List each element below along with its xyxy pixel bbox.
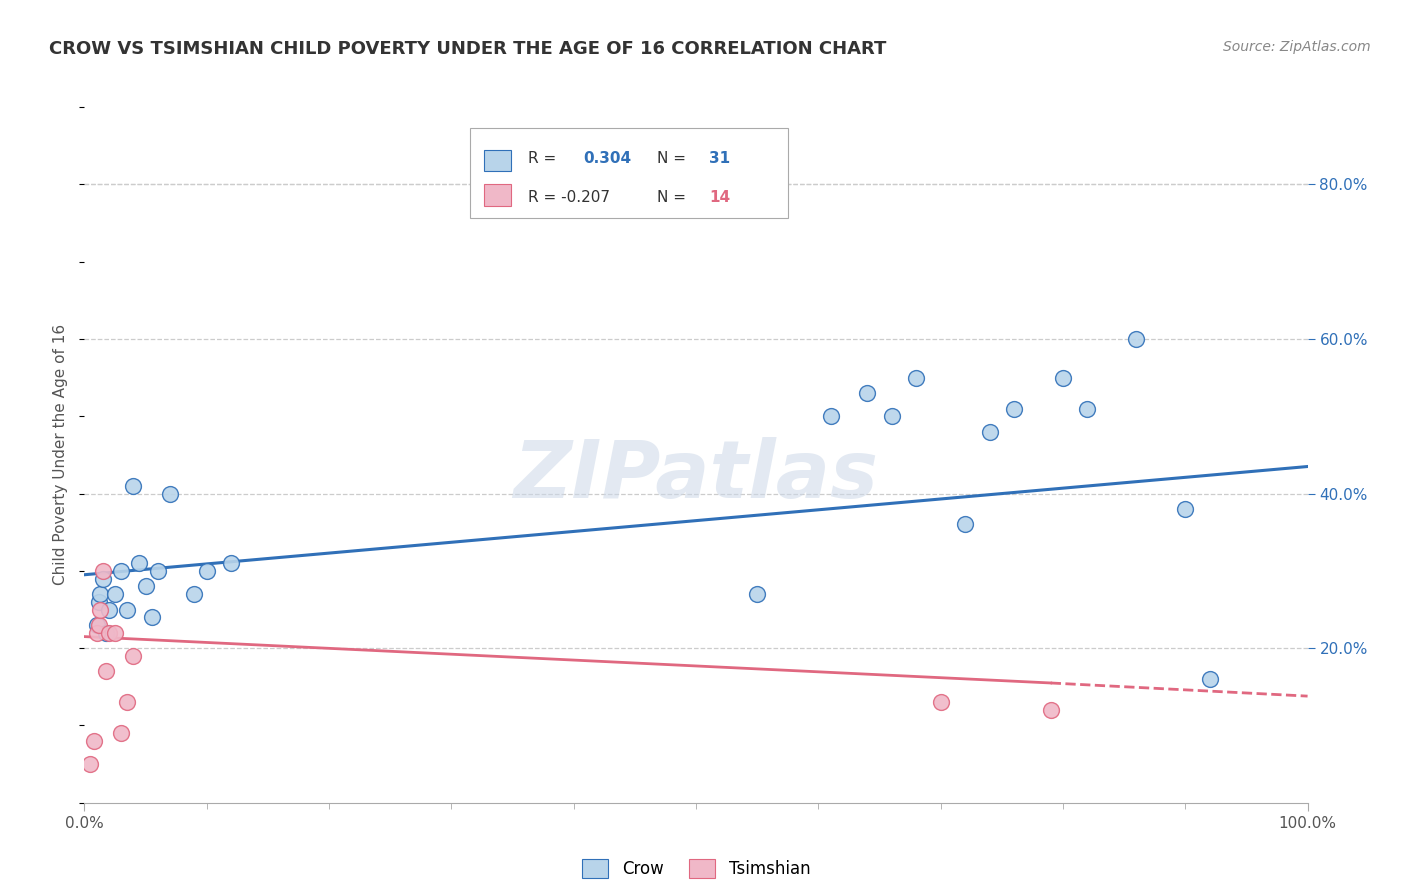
Point (122, 648, 145, 663)
Point (856, 386, 879, 401)
Point (115, 602, 138, 616)
Point (115, 695, 138, 709)
Point (110, 726, 132, 740)
Point (1076, 401, 1098, 416)
Point (96, 625, 118, 640)
Point (929, 695, 952, 709)
Text: 0.304: 0.304 (583, 151, 631, 166)
Legend: Crow, Tsimshian: Crow, Tsimshian (575, 853, 817, 885)
Point (219, 556, 242, 570)
Point (1174, 502, 1197, 516)
Text: N =: N = (657, 190, 690, 205)
Text: N =: N = (657, 151, 690, 166)
Point (89, 602, 111, 616)
Point (104, 587, 127, 601)
Bar (484, 185, 512, 206)
Text: 31: 31 (710, 151, 731, 166)
Point (97, 602, 120, 616)
Text: R =: R = (529, 151, 561, 166)
Point (979, 425, 1001, 439)
Point (195, 564, 218, 578)
Point (146, 564, 169, 578)
Point (86, 625, 108, 640)
Point (953, 517, 976, 532)
Point (183, 587, 205, 601)
Text: CROW VS TSIMSHIAN CHILD POVERTY UNDER THE AGE OF 16 CORRELATION CHART: CROW VS TSIMSHIAN CHILD POVERTY UNDER TH… (49, 40, 887, 58)
Point (135, 579, 157, 593)
Text: R = -0.207: R = -0.207 (529, 190, 610, 205)
Bar (484, 150, 512, 171)
Point (1052, 370, 1074, 384)
Point (96, 665, 118, 679)
Point (87, 595, 110, 609)
Text: Source: ZipAtlas.com: Source: ZipAtlas.com (1223, 40, 1371, 54)
Point (91, 564, 114, 578)
Point (128, 556, 150, 570)
Point (89, 587, 111, 601)
Point (141, 610, 163, 624)
Point (79, 757, 101, 772)
Point (820, 409, 842, 424)
Point (905, 370, 928, 384)
Point (110, 564, 132, 578)
Point (1002, 401, 1025, 416)
Point (122, 479, 145, 493)
Point (86, 618, 108, 632)
Point (83, 734, 105, 748)
Point (97, 625, 120, 640)
Point (104, 625, 127, 640)
Y-axis label: Child Poverty Under the Age of 16: Child Poverty Under the Age of 16 (53, 325, 69, 585)
Point (1198, 672, 1220, 686)
FancyBboxPatch shape (470, 128, 787, 219)
Point (1039, 703, 1062, 717)
Point (747, 587, 769, 601)
Point (880, 409, 903, 424)
Point (91, 572, 114, 586)
Point (1125, 332, 1147, 346)
Text: ZIPatlas: ZIPatlas (513, 437, 879, 515)
Point (87, 618, 110, 632)
Text: 14: 14 (710, 190, 731, 205)
Point (159, 486, 181, 500)
